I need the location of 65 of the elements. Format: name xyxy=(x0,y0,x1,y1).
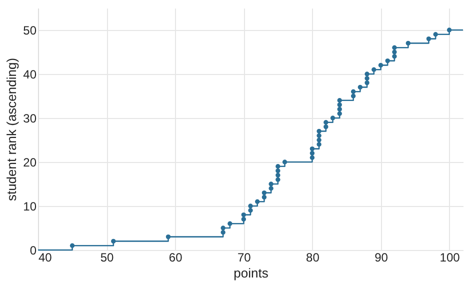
point xyxy=(337,102,342,108)
point xyxy=(70,243,75,248)
y-tick-label: 40 xyxy=(23,68,37,82)
point xyxy=(392,54,397,59)
point xyxy=(378,62,384,68)
point xyxy=(262,194,267,200)
point xyxy=(337,111,342,116)
point xyxy=(276,172,280,178)
point xyxy=(316,133,322,138)
point xyxy=(406,40,411,46)
point xyxy=(446,28,452,32)
point xyxy=(372,67,376,72)
point xyxy=(358,84,363,90)
x-axis-title: points xyxy=(234,266,269,280)
point xyxy=(316,142,322,147)
point xyxy=(276,177,280,182)
point xyxy=(241,216,246,222)
point xyxy=(310,155,315,160)
point xyxy=(337,98,342,103)
y-tick-label: 0 xyxy=(30,244,37,258)
point xyxy=(111,238,116,244)
point xyxy=(364,80,370,86)
point xyxy=(248,204,253,208)
point xyxy=(350,89,356,94)
x-tick-label: 60 xyxy=(168,250,183,264)
point xyxy=(324,120,328,125)
point xyxy=(166,234,171,240)
point xyxy=(324,124,328,130)
point xyxy=(255,199,260,204)
point xyxy=(392,45,397,50)
point xyxy=(330,116,336,120)
point xyxy=(220,226,226,230)
x-tick-label: 40 xyxy=(38,250,52,264)
point xyxy=(433,32,438,37)
x-tick-label: 100 xyxy=(440,250,460,264)
point xyxy=(337,106,342,112)
point xyxy=(310,146,315,152)
point xyxy=(350,94,356,98)
point xyxy=(426,36,432,42)
point xyxy=(385,58,390,64)
y-tick-label: 50 xyxy=(23,24,37,38)
y-tick-label: 10 xyxy=(23,200,37,214)
x-tick-label: 70 xyxy=(237,250,252,264)
point xyxy=(276,168,280,174)
point xyxy=(364,72,370,76)
point xyxy=(316,128,322,134)
y-tick-label: 20 xyxy=(23,156,37,170)
point xyxy=(241,212,246,218)
point xyxy=(282,160,288,164)
point xyxy=(310,150,315,156)
y-tick-label: 30 xyxy=(23,112,37,126)
point xyxy=(316,138,322,142)
point xyxy=(268,182,274,186)
x-tick-label: 90 xyxy=(374,250,388,264)
point xyxy=(220,230,226,235)
point xyxy=(248,208,253,213)
point xyxy=(228,221,232,226)
point xyxy=(276,164,280,169)
x-tick-label: 80 xyxy=(306,250,320,264)
point xyxy=(392,50,397,54)
x-tick-label: 50 xyxy=(100,250,114,264)
y-axis-title: student rank (ascending) xyxy=(4,58,20,202)
point xyxy=(364,76,370,81)
point xyxy=(262,190,267,196)
point xyxy=(268,186,274,191)
